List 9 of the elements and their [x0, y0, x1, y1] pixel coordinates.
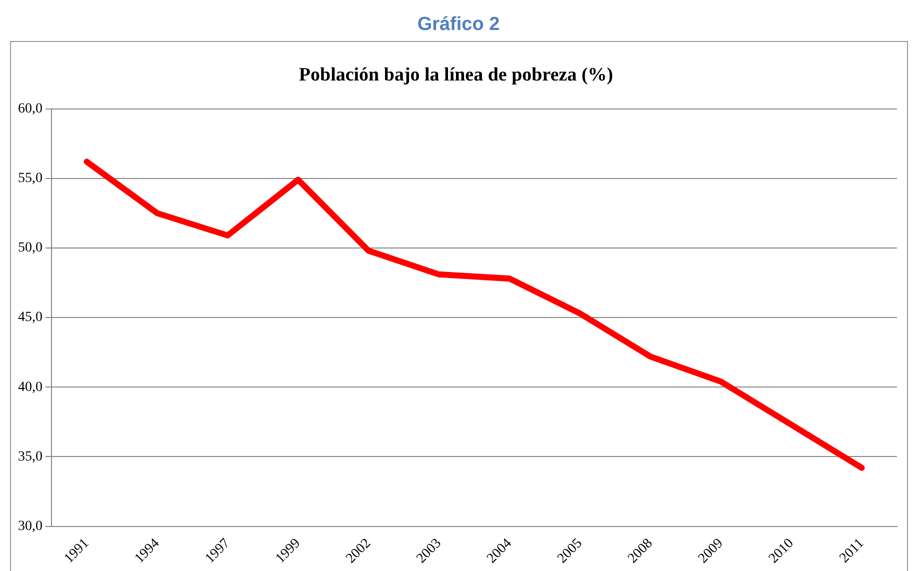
y-tick-label: 40,0 [18, 380, 42, 395]
y-tick-label: 35,0 [18, 449, 42, 464]
y-tick-label: 60,0 [18, 101, 42, 116]
y-tick-label: 55,0 [18, 171, 42, 186]
y-tick-label: 30,0 [18, 518, 42, 534]
y-tick-label: 45,0 [18, 310, 42, 326]
chart-subtitle: Población bajo la línea de pobreza (%) [298, 64, 614, 86]
y-tick-label: 50,0 [18, 240, 42, 256]
chart-title: Gráfico 2 [416, 14, 501, 36]
